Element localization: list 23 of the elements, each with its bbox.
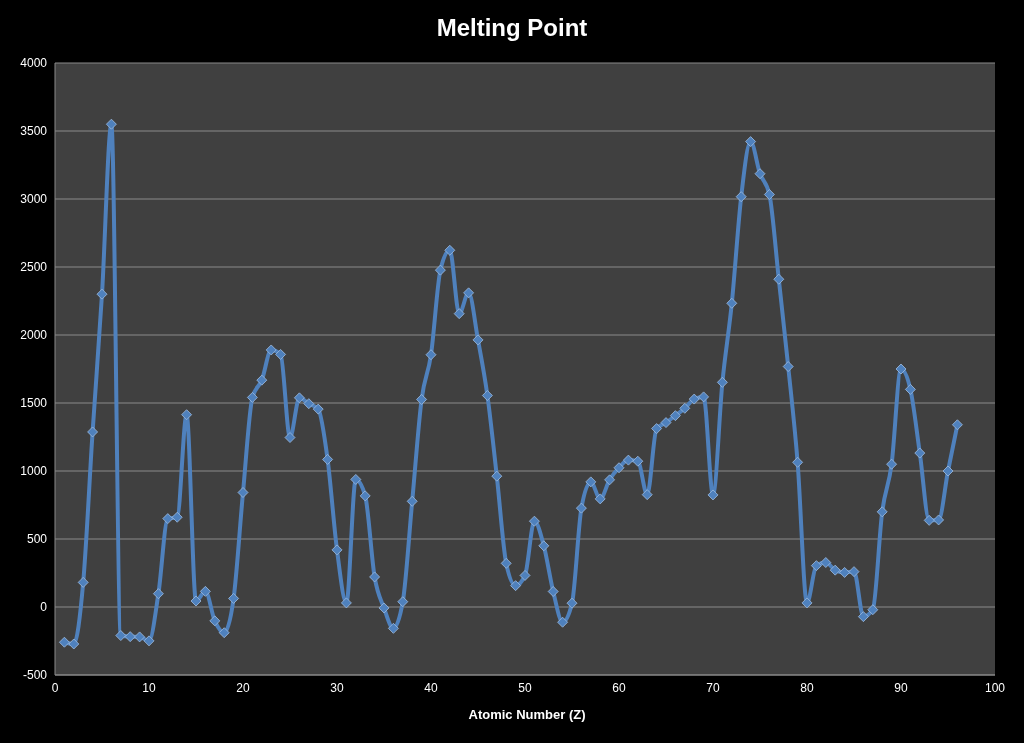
y-tick-label: 1500 bbox=[20, 396, 48, 411]
chart-title: Melting Point bbox=[435, 14, 589, 42]
y-tick-label: 2500 bbox=[20, 260, 48, 275]
x-tick-label: 80 bbox=[800, 680, 814, 695]
y-tick-label: 4000 bbox=[20, 56, 48, 71]
x-tick-label: 20 bbox=[236, 680, 250, 695]
y-tick-label: -500 bbox=[22, 668, 48, 683]
x-tick-label: 90 bbox=[894, 680, 908, 695]
x-tick-label: 60 bbox=[612, 680, 626, 695]
y-tick-label: 3500 bbox=[20, 124, 48, 139]
y-tick-label: 3000 bbox=[20, 192, 48, 207]
y-tick-label: 1000 bbox=[20, 464, 48, 479]
x-tick-label: 0 bbox=[51, 680, 59, 695]
x-tick-label: 10 bbox=[142, 680, 156, 695]
y-tick-label: 0 bbox=[40, 600, 48, 615]
x-tick-label: 50 bbox=[518, 680, 532, 695]
x-tick-label: 40 bbox=[424, 680, 438, 695]
x-tick-label: 30 bbox=[330, 680, 344, 695]
x-tick-label: 70 bbox=[706, 680, 720, 695]
x-tick-label: 100 bbox=[984, 680, 1006, 695]
x-axis-title: Atomic Number (Z) bbox=[467, 707, 587, 722]
y-tick-label: 500 bbox=[26, 532, 48, 547]
y-tick-label: 2000 bbox=[20, 328, 48, 343]
